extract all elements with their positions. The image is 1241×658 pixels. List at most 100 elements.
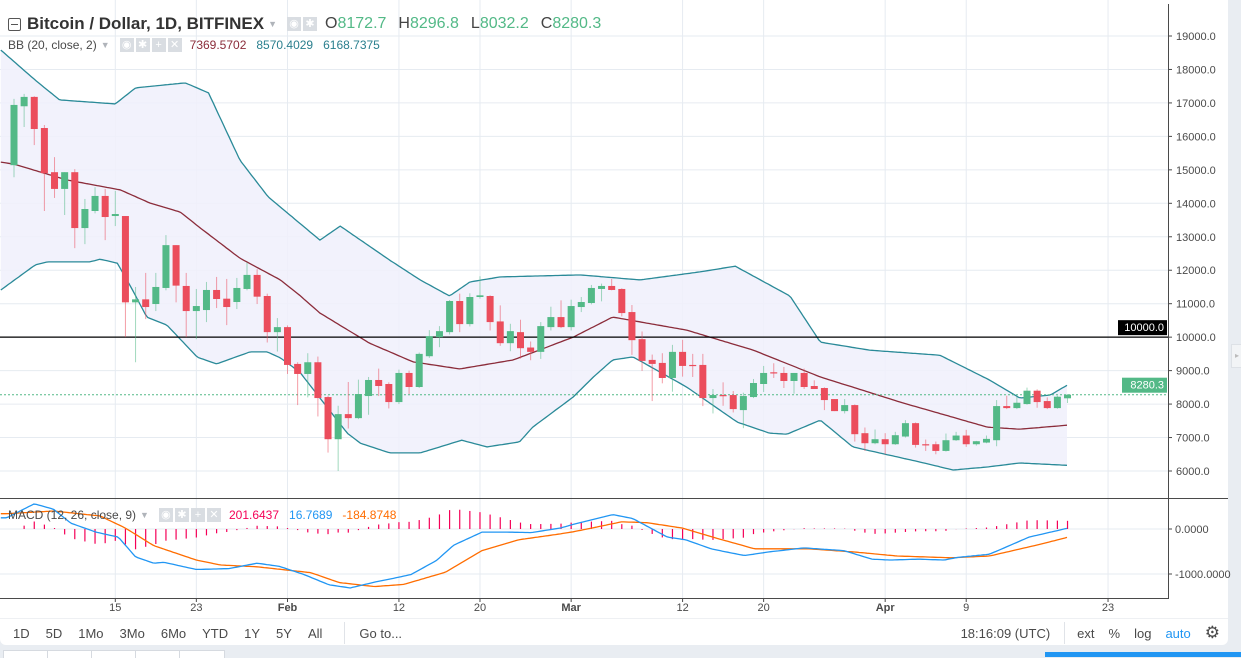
bb-upper-value: 8570.4029 xyxy=(256,38,314,52)
range-button-1mo[interactable]: 1Mo xyxy=(78,625,104,641)
candle xyxy=(202,281,210,323)
range-button-5y[interactable]: 5Y xyxy=(276,625,292,641)
candle xyxy=(314,356,322,417)
candle-body xyxy=(233,287,241,303)
eye-icon[interactable]: ◉ xyxy=(119,38,134,52)
candle xyxy=(415,352,423,389)
candle xyxy=(304,353,312,398)
candle xyxy=(587,284,595,305)
candle-body xyxy=(51,172,59,189)
candle-body xyxy=(405,372,413,388)
publish-button[interactable] xyxy=(1045,652,1241,657)
candle xyxy=(51,157,59,198)
candle-body xyxy=(243,274,251,289)
candle-body xyxy=(587,287,595,304)
candle xyxy=(891,431,899,445)
candle-body xyxy=(365,379,373,397)
macd-line xyxy=(0,503,1068,589)
price-tick-label: 18000.0 xyxy=(1176,64,1216,76)
settings-gear-icon[interactable]: ⚙ xyxy=(1204,623,1220,642)
time-tick-label: 23 xyxy=(190,602,202,614)
candle xyxy=(739,392,747,429)
candle xyxy=(263,293,271,343)
range-button-1d[interactable]: 1D xyxy=(13,625,30,641)
candle-body xyxy=(40,128,48,174)
candle xyxy=(233,277,241,310)
eye-icon[interactable]: ◉ xyxy=(158,508,173,522)
candle xyxy=(294,362,302,406)
range-button-3mo[interactable]: 3Mo xyxy=(119,625,145,641)
gear-icon[interactable]: ✱ xyxy=(135,38,150,52)
goto-button[interactable]: Go to... xyxy=(359,625,403,641)
symbol-title[interactable]: Bitcoin / Dollar, 1D, BITFINEX xyxy=(27,14,265,33)
candle-body xyxy=(608,285,616,290)
candle xyxy=(982,435,990,444)
candle-body xyxy=(962,435,970,445)
candle xyxy=(658,353,666,384)
candle xyxy=(1064,394,1072,403)
range-button-ytd[interactable]: YTD xyxy=(202,625,229,641)
price-tick-label: 16000.0 xyxy=(1176,131,1216,143)
gear-icon[interactable]: ✱ xyxy=(303,17,318,31)
time-tick-label: 12 xyxy=(393,602,405,614)
candle xyxy=(425,330,433,358)
chevron-down-icon[interactable]: ▼ xyxy=(100,40,110,50)
eye-icon[interactable]: ◉ xyxy=(287,17,302,31)
bb-label[interactable]: BB (20, close, 2) xyxy=(8,38,97,52)
candle-body xyxy=(679,351,687,366)
candle-body xyxy=(61,172,69,189)
log-toggle[interactable]: log xyxy=(1134,625,1152,641)
tab[interactable] xyxy=(179,650,225,658)
candle-body xyxy=(324,397,332,440)
candle-body xyxy=(435,331,443,338)
gear-icon[interactable]: ✱ xyxy=(174,508,189,522)
close-icon[interactable]: ✕ xyxy=(206,508,221,522)
price-tick-label: 9000.0 xyxy=(1176,366,1210,378)
macd-signal-value: -184.8748 xyxy=(342,508,397,522)
plus-icon[interactable]: + xyxy=(151,38,166,52)
candle-body xyxy=(790,372,798,381)
auto-toggle[interactable]: auto xyxy=(1165,625,1191,641)
candle xyxy=(749,378,757,399)
candle-body xyxy=(91,195,99,212)
side-panel-handle[interactable]: ▸ xyxy=(1231,344,1241,368)
candles xyxy=(10,93,1072,471)
candle xyxy=(557,300,565,329)
chevron-down-icon[interactable]: ▼ xyxy=(140,510,149,520)
candle-body xyxy=(729,395,737,410)
candle-body xyxy=(10,104,18,166)
price-tick-label: 15000.0 xyxy=(1176,165,1216,177)
candle xyxy=(1043,397,1051,410)
candle-body xyxy=(476,295,484,297)
candle-body xyxy=(172,245,180,286)
range-button-1y[interactable]: 1Y xyxy=(244,625,261,641)
range-button-all[interactable]: All xyxy=(307,625,323,641)
candle-body xyxy=(284,327,292,365)
range-button-5d[interactable]: 5D xyxy=(45,625,63,641)
ext-toggle[interactable]: ext xyxy=(1077,625,1095,641)
clock[interactable]: 18:16:09 (UTC) xyxy=(960,625,1051,641)
candle-body xyxy=(101,195,109,218)
candle-body xyxy=(689,364,697,367)
range-button-6mo[interactable]: 6Mo xyxy=(160,625,187,641)
candle-body xyxy=(891,435,899,445)
collapse-icon[interactable] xyxy=(8,17,21,31)
candle xyxy=(648,354,656,402)
close-icon[interactable]: ✕ xyxy=(167,38,182,52)
price-tick-label: 19000.0 xyxy=(1176,31,1216,43)
price-tick-label: 17000.0 xyxy=(1176,98,1216,110)
percent-toggle[interactable]: % xyxy=(1108,625,1121,641)
candle xyxy=(729,391,737,413)
candle-body xyxy=(770,372,778,374)
price-tick-label: 13000.0 xyxy=(1176,232,1216,244)
candle xyxy=(111,190,119,227)
macd-label[interactable]: MACD (12, 26, close, 9) xyxy=(8,508,137,522)
candle xyxy=(172,245,180,303)
candle-body xyxy=(121,216,129,303)
chevron-down-icon[interactable]: ▼ xyxy=(268,19,278,29)
ohlc-key: C xyxy=(540,15,553,32)
plus-icon[interactable]: + xyxy=(190,508,205,522)
candle-body xyxy=(213,289,221,300)
candle xyxy=(881,433,889,455)
